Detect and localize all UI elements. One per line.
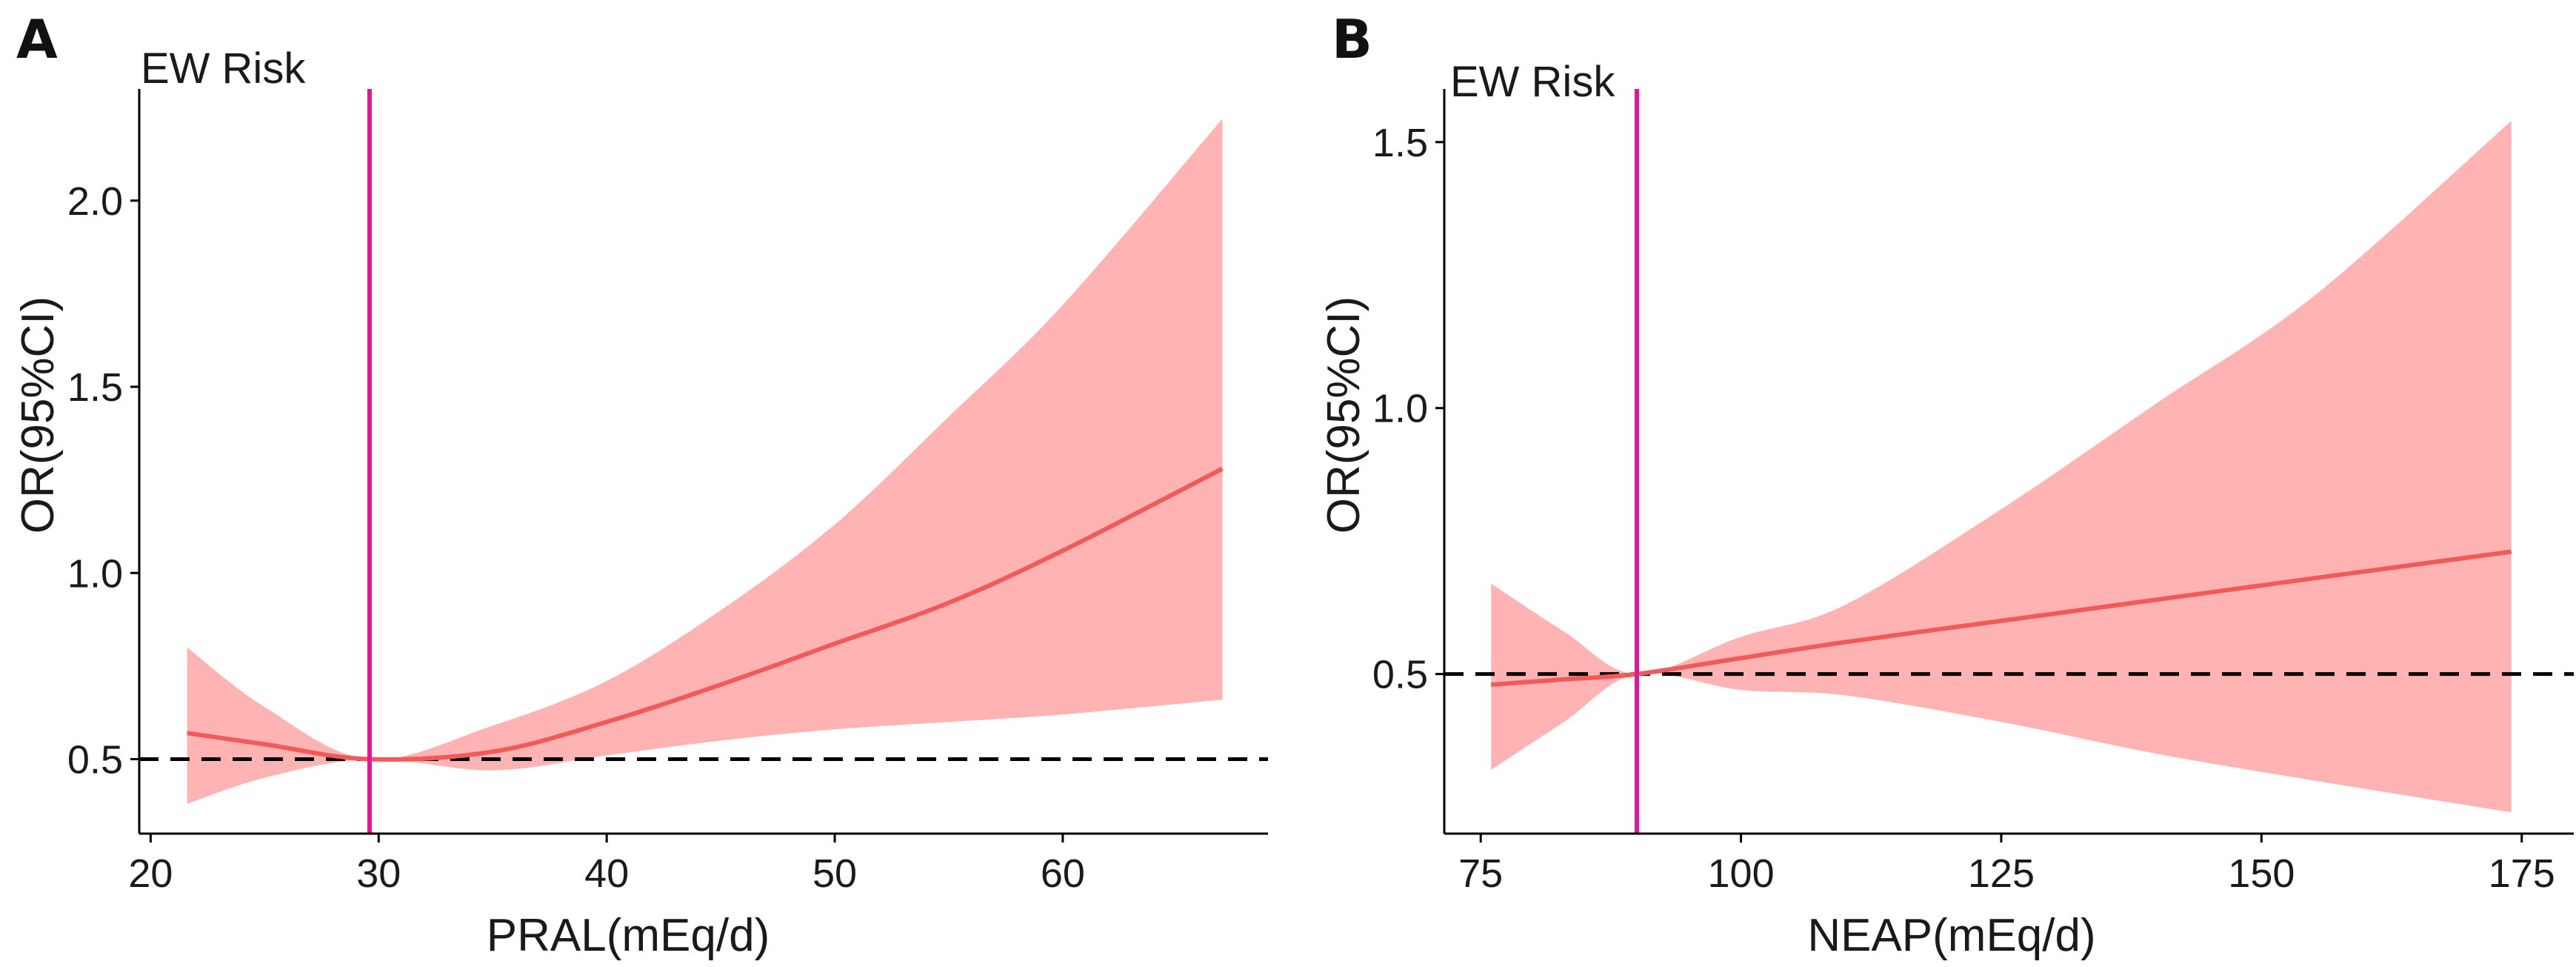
panel-a-x-tick-label: 20: [128, 851, 173, 896]
panel-a-x-tick-label: 60: [1041, 851, 1085, 896]
panel-b-or-line: [1491, 549, 2512, 687]
panel-a: A EW Risk 20 30 40 50 60 0.5 1.0 1.5 2.0 PRAL(mE…: [13, 8, 1268, 961]
panel-a-y-tick-label: 0.5: [67, 738, 123, 782]
panel-a-y-axis-title: OR(95%CI): [13, 296, 64, 534]
panel-a-letter: A: [16, 8, 58, 70]
panel-b-letter: B: [1332, 8, 1372, 70]
panel-a-subtitle: EW Risk: [141, 44, 306, 93]
panel-b: B EW Risk 75 100 125 150 175 0.5 1.0 1.5 NEAP(m…: [1318, 8, 2574, 961]
panel-b-y-tick-label: 1.5: [1372, 121, 1428, 165]
panel-b-x-tick-label: 125: [1968, 851, 2035, 896]
panel-b-x-tick-label: 100: [1708, 851, 1775, 896]
panel-b-x-tick-label: 175: [2489, 851, 2555, 896]
panel-a-or-line: [187, 466, 1224, 762]
panel-b-subtitle: EW Risk: [1450, 58, 1615, 106]
panel-a-ci-band: [187, 119, 1223, 804]
panel-a-x-tick-label: 50: [812, 851, 857, 896]
panel-b-y-axis-title: OR(95%CI): [1318, 296, 1369, 534]
panel-b-x-tick-label: 75: [1458, 851, 1503, 896]
panel-b-x-axis-title: NEAP(mEq/d): [1807, 910, 2095, 961]
panel-a-y-tick-label: 2.0: [67, 179, 123, 224]
panel-b-ci-band: [1491, 121, 2512, 813]
panel-b-x-tick-label: 150: [2228, 851, 2295, 896]
panel-b-y-tick-label: 1.0: [1372, 387, 1428, 431]
panel-a-x-tick-label: 30: [356, 851, 401, 896]
panel-a-x-tick-label: 40: [584, 851, 629, 896]
panel-a-x-axis-title: PRAL(mEq/d): [487, 910, 770, 961]
panel-a-y-tick-label: 1.0: [67, 551, 123, 596]
panel-a-y-tick-label: 1.5: [67, 365, 123, 410]
panel-b-y-tick-label: 0.5: [1372, 653, 1428, 697]
